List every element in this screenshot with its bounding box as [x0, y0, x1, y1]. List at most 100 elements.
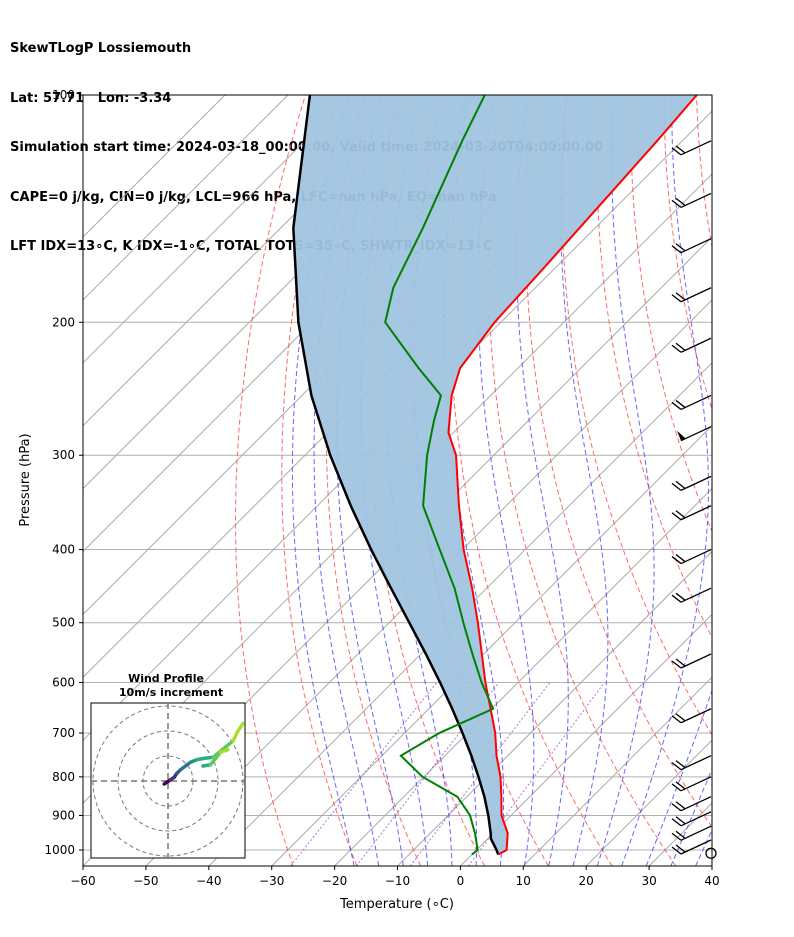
mixing-ratio-line	[290, 682, 438, 866]
barb-staff	[680, 839, 712, 855]
dry-adiabat	[368, 95, 485, 866]
barb-staff	[680, 426, 712, 442]
isotherm-line	[711, 865, 712, 866]
dry-adiabat	[488, 95, 677, 866]
y-tick-label: 900	[52, 808, 75, 822]
isotherm-line	[83, 95, 415, 427]
isotherm-line	[460, 613, 712, 866]
barb-staff	[680, 708, 712, 724]
x-axis-label: Temperature (∘C)	[339, 897, 454, 912]
y-tick-label: 100	[52, 88, 75, 102]
isotherm-line	[145, 299, 712, 866]
barb-flag	[671, 846, 682, 855]
wind-barb	[671, 238, 712, 254]
wind-barb-calm	[705, 847, 717, 859]
y-axis-label: Pressure (hPa)	[18, 433, 33, 526]
barb-flag	[671, 401, 682, 410]
barb-flag	[675, 342, 686, 351]
y-tick-label: 500	[52, 616, 75, 630]
barb-flag	[675, 480, 686, 489]
barb-flag	[671, 482, 682, 491]
barb-flag	[671, 344, 682, 353]
dry-adiabat	[596, 95, 712, 639]
dry-adiabat	[561, 95, 712, 736]
barb-staff	[680, 475, 712, 491]
barb-flag	[671, 245, 682, 254]
wind-barb	[671, 337, 712, 353]
isotherm-line	[83, 95, 226, 238]
x-tick-label: −60	[70, 874, 95, 888]
x-tick-label: −10	[385, 874, 410, 888]
wind-barb	[677, 426, 712, 442]
dry-adiabat	[281, 95, 358, 866]
mixing-ratio-line	[468, 682, 605, 866]
barb-staff	[680, 548, 712, 565]
barb-flag	[671, 199, 682, 208]
dewpoint-line	[384, 95, 495, 856]
barb-flag	[671, 556, 682, 565]
hodograph-title: Wind Profile	[128, 672, 204, 685]
isotherm-line	[648, 802, 712, 866]
barb-flag	[675, 658, 686, 667]
barb-flag	[675, 816, 686, 825]
barb-flag	[675, 243, 686, 252]
wind-barb	[671, 548, 712, 565]
moist-adiabat	[516, 95, 569, 866]
moist-adiabat	[596, 95, 655, 866]
barb-staff	[680, 811, 712, 827]
y-tick-label: 300	[52, 448, 75, 462]
moist-adiabat	[645, 688, 712, 866]
location-line: Lat: 57.71 Lon: -3.34	[10, 90, 172, 106]
barb-flag	[675, 844, 686, 853]
dry-adiabat	[449, 95, 613, 866]
y-tick-label: 800	[52, 770, 75, 784]
barb-flag	[671, 715, 682, 724]
y-tick-label: 700	[52, 726, 75, 740]
mixing-ratio-line	[409, 682, 551, 866]
wind-barb	[671, 394, 712, 411]
moist-adiabat	[695, 828, 712, 866]
barb-staff	[680, 776, 712, 792]
y-tick-label: 1000	[44, 843, 75, 857]
moist-adiabat	[670, 767, 712, 866]
moist-adiabat	[560, 95, 609, 866]
barb-flag	[675, 830, 686, 839]
barb-flag	[671, 512, 682, 521]
wind-barb	[671, 653, 712, 669]
wind-barb	[671, 192, 712, 208]
wind-barb	[671, 755, 712, 771]
isotherm-line	[208, 362, 712, 866]
axes: −60 −50 −40 −30 −20 −10 0 10 20 30 40 1000 900 800 700…	[44, 88, 719, 888]
barb-flag	[675, 197, 686, 206]
x-tick-label: 0	[457, 874, 465, 888]
wind-barb	[671, 825, 712, 841]
dry-adiabat	[525, 95, 712, 829]
barb-staff	[680, 825, 712, 841]
barb-flag	[675, 554, 686, 563]
x-tick-label: 20	[579, 874, 594, 888]
barb-staff	[680, 140, 712, 156]
wind-barb	[671, 287, 712, 303]
dry-adiabat	[762, 95, 794, 866]
x-tick-label: −20	[322, 874, 347, 888]
moist-adiabat	[291, 95, 355, 866]
wind-barbs	[671, 140, 717, 859]
barb-flag	[671, 660, 682, 669]
barb-staff	[680, 587, 712, 603]
moist-adiabat	[621, 95, 709, 866]
chart-title: SkewTLogP Lossiemouth	[10, 41, 192, 56]
hodograph-segment	[211, 739, 235, 759]
wind-barb	[671, 475, 712, 491]
barb-flag	[671, 832, 682, 841]
barb-flag	[671, 147, 682, 156]
barb-flag	[675, 760, 686, 769]
x-tick-label: 10	[516, 874, 531, 888]
barb-flag	[671, 783, 682, 792]
x-tick-label: −40	[196, 874, 221, 888]
isotherm-line	[83, 95, 289, 301]
wind-barb	[671, 505, 712, 521]
dry-adiabat	[729, 95, 794, 866]
barb-staff	[680, 337, 712, 353]
barb-flag	[675, 510, 686, 519]
